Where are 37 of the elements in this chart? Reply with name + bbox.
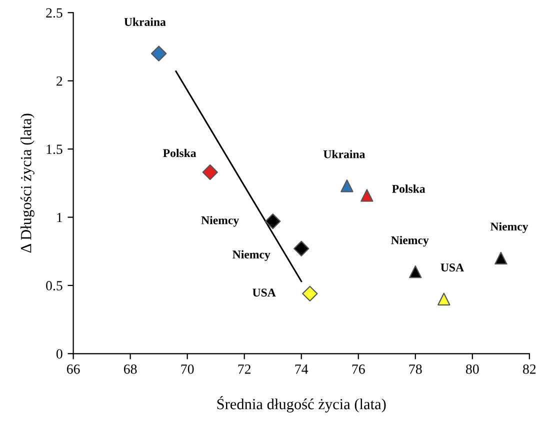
point [265,213,281,230]
annotation: Niemcy [232,250,270,261]
annotation: Polska [392,184,426,193]
x-tick-label: 82 [523,364,536,374]
x-tick-label: 78 [409,364,422,374]
annotation: USA [252,288,276,297]
annotation: Niemcy [490,222,528,233]
x-tick-label: 68 [124,364,137,374]
y-tick-label: 0.5 [46,281,62,290]
point [360,189,374,202]
point [294,240,310,256]
x-tick-label: 76 [352,364,365,374]
y-tick-label: 2.5 [46,8,62,18]
y-tick-label: 0 [56,349,62,359]
y-tick-label: 2 [56,76,62,86]
point [150,46,167,62]
point [302,286,318,302]
y-tick-label: 1 [57,212,62,222]
point [438,292,450,306]
x-tick-label: 72 [238,364,251,374]
x-tick-label: 74 [295,364,308,374]
point [409,265,422,278]
annotation: Ukraina [124,18,166,26]
annotation: Niemcy [201,216,239,227]
point [340,179,354,192]
x-tick-label: 66 [66,364,80,374]
x-tick-label: 70 [181,364,194,374]
point [202,164,218,180]
annotation: USA [440,264,464,272]
point [494,252,508,265]
annotation: Niemcy [391,236,429,247]
y-axis-title: Δ Długości życia (lata) [20,114,34,253]
annotation: Ukraina [324,150,366,158]
y-tick-label: 1.5 [46,144,62,154]
x-axis-title: Średnia długość życia (lata) [217,396,386,412]
x-tick-label: 80 [466,364,479,374]
annotation: Polska [163,148,196,158]
